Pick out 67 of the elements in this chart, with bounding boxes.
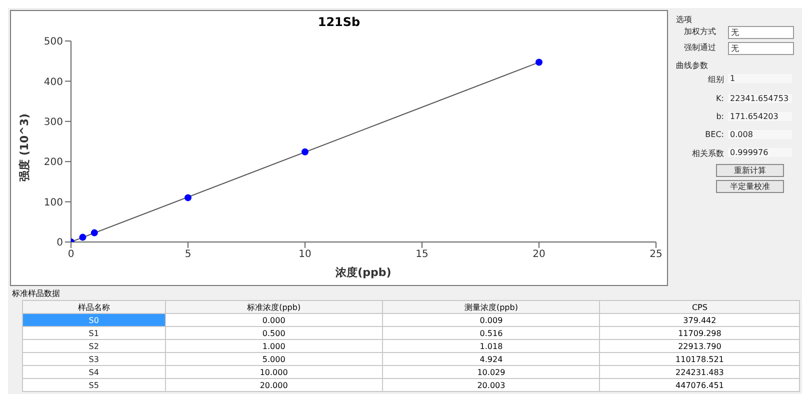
text: 0.999976 <box>728 148 792 157</box>
y-tick-label: 400 <box>44 76 63 88</box>
text: 171.654203 <box>728 112 792 121</box>
text: 无 <box>728 42 794 55</box>
text: 20.000 <box>165 378 383 392</box>
text: S4 <box>22 366 166 378</box>
text: 1.000 <box>165 340 383 352</box>
text: 无 <box>728 26 794 39</box>
text: 20.003 <box>382 378 600 392</box>
text: 强制通过 <box>684 42 716 53</box>
x-tick-label: 10 <box>298 249 312 260</box>
text: 曲线参数 <box>676 60 708 71</box>
text: 测量浓度(ppb) <box>382 300 600 314</box>
point <box>302 148 308 156</box>
y-tick-label: 0 <box>56 238 63 249</box>
text: 379.442 <box>600 314 800 326</box>
text: S5 <box>22 378 166 392</box>
text: 0.500 <box>165 326 383 340</box>
text: 4.924 <box>382 352 600 366</box>
x-tick-label: 20 <box>532 249 546 260</box>
y-tick-label: 100 <box>44 197 63 208</box>
text: 11709.298 <box>600 326 800 340</box>
text: S1 <box>22 326 166 340</box>
text: BEC: <box>705 130 724 139</box>
text: 0.000 <box>165 314 383 326</box>
y-axis-title: 强度 (10^3) <box>18 113 31 182</box>
text: 10.029 <box>382 366 600 378</box>
text: 加权方式 <box>684 26 716 37</box>
x-tick-label: 0 <box>68 249 74 260</box>
x-tick-label: 15 <box>416 249 428 260</box>
chart-title: 121Sb <box>316 15 362 29</box>
y-tick-label: 500 <box>44 36 63 48</box>
point <box>184 194 192 202</box>
point <box>536 58 542 66</box>
text: 半定量校准 <box>716 180 784 193</box>
text: 110178.521 <box>600 352 800 366</box>
text: 1 <box>728 74 792 83</box>
text: 1.018 <box>382 340 600 352</box>
text: 0.516 <box>382 326 600 340</box>
text: 10.000 <box>165 366 383 378</box>
text: 447076.451 <box>600 378 800 392</box>
text: b: <box>716 112 724 121</box>
text: S0 <box>22 314 166 326</box>
text: S2 <box>22 340 166 352</box>
text: 标准浓度(ppb) <box>165 300 383 314</box>
text: S3 <box>22 352 166 366</box>
text: 重新计算 <box>716 164 784 177</box>
text: 组别 <box>708 74 724 85</box>
point <box>90 229 98 236</box>
point <box>79 234 86 241</box>
x-tick-label: 5 <box>184 249 192 260</box>
text: 224231.483 <box>600 366 800 378</box>
text: K: <box>716 94 724 103</box>
text: 22913.790 <box>600 340 800 352</box>
text: 0.009 <box>382 314 600 326</box>
text: 0.008 <box>728 130 792 139</box>
x-axis-title: 浓度(ppb) <box>334 266 392 279</box>
y-tick-label: 200 <box>44 157 63 168</box>
text: CPS <box>600 300 800 314</box>
text: 5.000 <box>165 352 383 366</box>
text: 选项 <box>676 14 692 25</box>
text: 22341.654753 <box>728 94 792 103</box>
y-tick-label: 300 <box>44 116 63 128</box>
text: 标准样品数据 <box>12 288 60 299</box>
text: 样品名称 <box>22 300 166 314</box>
text: 相关系数 <box>692 148 724 159</box>
x-tick-label: 25 <box>650 249 662 260</box>
